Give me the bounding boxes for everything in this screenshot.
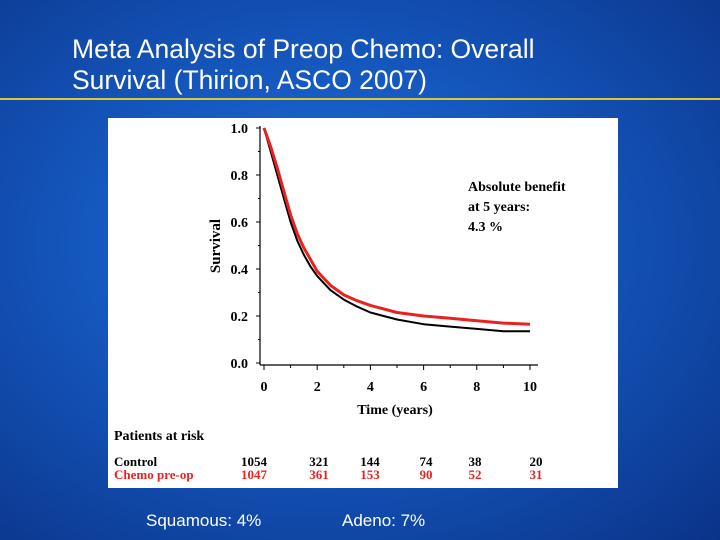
- series-line-chemo-pre-op: [262, 127, 531, 326]
- y-tick-label: 0.2: [231, 310, 249, 325]
- y-tick-label: 0.8: [231, 169, 249, 184]
- risk-value: 31: [530, 467, 543, 482]
- x-tick-label: 10: [523, 380, 537, 395]
- adeno-stat: Adeno: 7%: [342, 511, 426, 530]
- risk-value: 90: [420, 467, 433, 482]
- benefit-annotation: Absolute benefit at 5 years: 4.3 %: [468, 180, 566, 235]
- survival-figure: 1.0 0.8 0.6 0.4 0.2 0.0 0 2 4 6 8 10 Survival Time…: [108, 118, 618, 488]
- x-tick-label: 8: [473, 380, 480, 395]
- risk-value: 321: [309, 454, 329, 469]
- y-tick-label: 0.4: [231, 263, 249, 278]
- slide-title: Meta Analysis of Preop Chemo: Overall Su…: [72, 34, 692, 96]
- x-tick-label: 2: [314, 380, 321, 395]
- annotation-line-2: at 5 years:: [468, 200, 530, 215]
- x-axis-label: Time (years): [357, 403, 433, 418]
- risk-value: 361: [309, 467, 329, 482]
- risk-value: 52: [469, 467, 482, 482]
- title-line-1: Meta Analysis of Preop Chemo: Overall: [72, 34, 535, 64]
- risk-value: 74: [420, 454, 434, 469]
- x-tick-label: 6: [420, 380, 427, 395]
- y-tick-label: 0.6: [231, 216, 249, 231]
- risk-value: 38: [469, 454, 483, 469]
- risk-table-header: Patients at risk: [114, 429, 204, 444]
- x-tick-label: 0: [261, 380, 268, 395]
- risk-value: 1054: [241, 454, 268, 469]
- risk-table-rows: Control 1054 321 144 74 38 20 Chemo pre-op 1047 3…: [114, 454, 543, 482]
- survival-chart: 1.0 0.8 0.6 0.4 0.2 0.0 0 2 4 6 8 10 Survival Time…: [114, 122, 566, 482]
- risk-value: 20: [530, 454, 543, 469]
- annotation-line-3: 4.3 %: [468, 220, 503, 235]
- risk-table: Patients at risk Control 1054 321 144 74 38 20…: [114, 429, 543, 482]
- risk-value: 1047: [241, 467, 268, 482]
- x-tick-label: 4: [367, 380, 374, 395]
- series-lines: [262, 127, 531, 333]
- y-tick-label: 1.0: [231, 122, 249, 137]
- risk-value: 153: [360, 467, 380, 482]
- risk-row-label: Control: [114, 454, 157, 469]
- annotation-line-1: Absolute benefit: [468, 180, 566, 195]
- risk-row-label: Chemo pre-op: [114, 467, 194, 482]
- title-divider: [0, 98, 720, 100]
- y-tick-label: 0.0: [231, 357, 249, 372]
- series-line-control: [263, 127, 530, 333]
- squamous-stat: Squamous: 4%: [146, 511, 262, 530]
- y-ticks: 1.0 0.8 0.6 0.4 0.2 0.0: [231, 122, 260, 372]
- y-axis-label: Survival: [208, 219, 224, 273]
- title-line-2: Survival (Thirion, ASCO 2007): [72, 65, 427, 95]
- x-ticks: 0 2 4 6 8 10: [261, 365, 537, 395]
- risk-value: 144: [360, 454, 380, 469]
